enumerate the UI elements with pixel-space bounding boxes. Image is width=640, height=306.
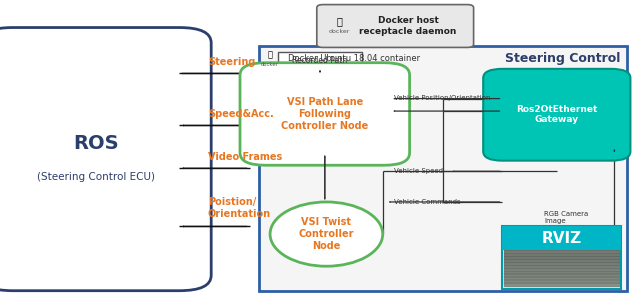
FancyBboxPatch shape (259, 46, 627, 291)
Text: Steering: Steering (208, 57, 255, 67)
FancyBboxPatch shape (483, 69, 630, 161)
FancyBboxPatch shape (278, 52, 362, 69)
Text: RGB Camera
Image: RGB Camera Image (544, 211, 588, 224)
Text: Docker host
receptacle daemon: Docker host receptacle daemon (359, 16, 457, 36)
Text: 🐳: 🐳 (336, 17, 342, 26)
FancyBboxPatch shape (317, 5, 474, 47)
Text: Vehicle Position/Orientation: Vehicle Position/Orientation (394, 95, 490, 101)
Text: 🐳: 🐳 (268, 50, 273, 60)
Text: VSI Twist
Controller
Node: VSI Twist Controller Node (299, 218, 354, 251)
Text: Steering Control: Steering Control (506, 52, 621, 65)
Text: docker: docker (328, 29, 350, 34)
Text: Vehicle Commands: Vehicle Commands (394, 199, 460, 205)
FancyBboxPatch shape (502, 226, 621, 250)
FancyBboxPatch shape (0, 28, 211, 291)
Text: Poistion/
Orientation: Poistion/ Orientation (208, 197, 271, 219)
Text: Recorded Path: Recorded Path (292, 56, 348, 65)
Text: RVIZ: RVIZ (541, 231, 582, 246)
Text: (Steering Control ECU): (Steering Control ECU) (37, 173, 155, 182)
Ellipse shape (270, 202, 383, 266)
Text: Speed&Acc.: Speed&Acc. (208, 109, 274, 119)
Text: ROS: ROS (73, 134, 119, 153)
Text: Vehicle Speed: Vehicle Speed (394, 168, 443, 174)
Text: VSI Path Lane
Following
Controller Node: VSI Path Lane Following Controller Node (281, 97, 369, 131)
FancyBboxPatch shape (240, 63, 410, 165)
Text: Docker Ubuntu 18.04 container: Docker Ubuntu 18.04 container (288, 54, 420, 63)
Text: Ros2OtEthernet
Gateway: Ros2OtEthernet Gateway (516, 105, 598, 125)
Text: Video Frames: Video Frames (208, 151, 282, 162)
Text: docker: docker (261, 62, 279, 67)
Polygon shape (394, 44, 422, 46)
